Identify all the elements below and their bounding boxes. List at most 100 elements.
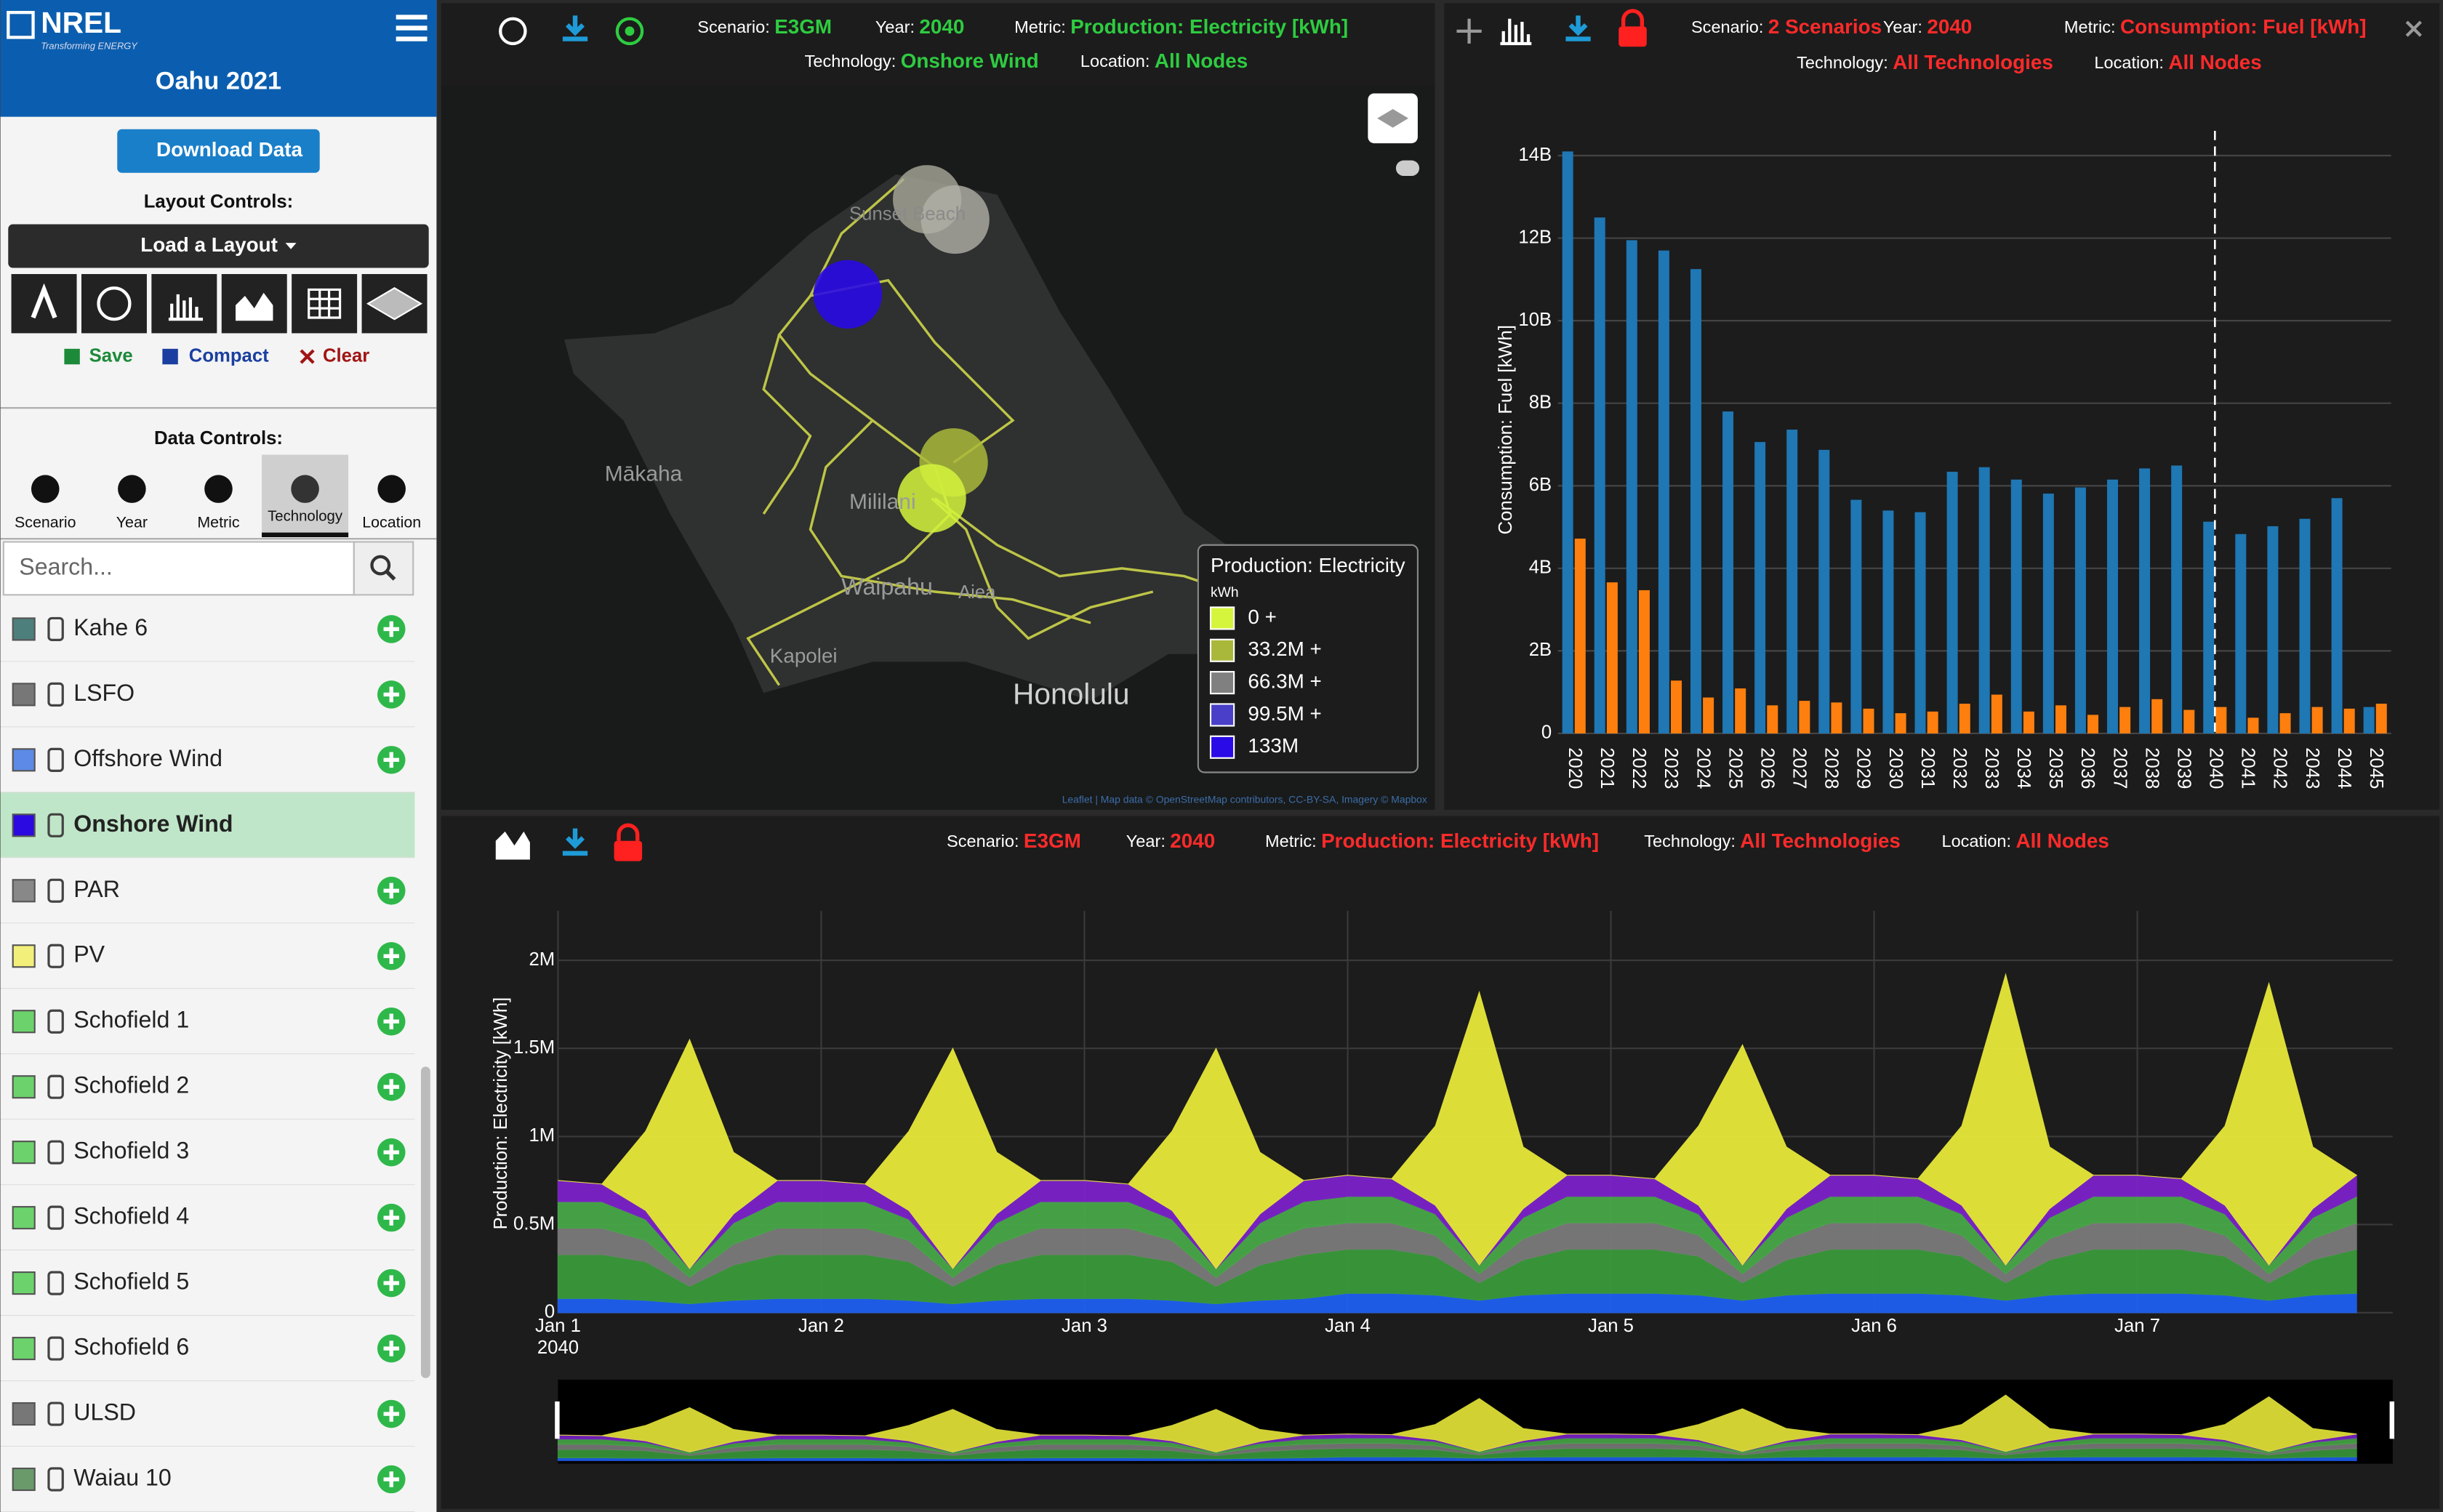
technology-type-icon	[47, 1336, 64, 1361]
layer-icon	[366, 287, 423, 321]
range-handle-left[interactable]	[555, 1401, 560, 1439]
add-icon	[383, 1340, 399, 1356]
compact-button[interactable]: Compact	[189, 345, 269, 366]
search-box[interactable]	[2, 541, 355, 596]
technology-row[interactable]	[0, 1119, 415, 1186]
x-tick-label: 2031	[1917, 747, 1938, 789]
bar-lock-icon[interactable]	[1618, 26, 1647, 47]
technology-name: Onshore Wind	[73, 811, 233, 837]
technology-row[interactable]	[0, 1250, 415, 1316]
technology-row[interactable]	[0, 792, 415, 858]
tab-icon[interactable]	[204, 475, 233, 503]
map-places: Sunset Beach Mākaha Mililani Waipahu Aiea Kap…	[605, 204, 1130, 710]
clear-button[interactable]: Clear	[323, 345, 369, 366]
bar	[1818, 449, 1830, 733]
map-locate-icon[interactable]	[615, 17, 644, 46]
x-tick-label: 2042	[2270, 747, 2290, 789]
bar-download-icon[interactable]	[1565, 15, 1591, 41]
legend-label: 133M	[1248, 734, 1299, 757]
technology-type-icon	[47, 1467, 64, 1492]
legend-swatch	[1209, 735, 1235, 759]
bar	[1703, 697, 1714, 733]
table-widget-button[interactable]	[292, 274, 358, 334]
data-controls-heading: Data Controls:	[154, 428, 283, 449]
map-toggle[interactable]	[1395, 160, 1420, 177]
technology-row[interactable]	[0, 1381, 415, 1447]
y-tick-label: 0	[545, 1302, 555, 1322]
x-tick-label: 2021	[1597, 747, 1617, 789]
tab-icon[interactable]	[291, 475, 319, 503]
technology-swatch	[12, 1402, 36, 1426]
map-node[interactable]	[920, 185, 990, 254]
x-tick-label: 2029	[1853, 747, 1874, 789]
legend-label: 0 +	[1248, 606, 1276, 628]
bar	[1895, 713, 1906, 733]
technology-row[interactable]	[0, 858, 415, 924]
bar-chart: 0 2B 4B 6B 8B 10B 12B 14B Consumption: Fuel [kWh…	[1496, 130, 2391, 789]
technology-row[interactable]	[0, 727, 415, 793]
download-button[interactable]	[117, 129, 320, 173]
tab-label[interactable]: Location	[362, 513, 421, 531]
technology-row[interactable]	[0, 923, 415, 989]
layout-tool-buttons	[11, 274, 428, 334]
tab-icon[interactable]	[31, 475, 60, 503]
legend-swatch	[1209, 606, 1235, 630]
technology-row[interactable]	[0, 1447, 415, 1512]
area-download-icon[interactable]	[562, 828, 588, 856]
technology-name: Offshore Wind	[73, 745, 222, 771]
bar-header: Scenario: 2 Scenarios Year: 2040 Metric: Cons…	[1691, 15, 2367, 73]
technology-swatch	[12, 1206, 36, 1230]
close-icon[interactable]	[2405, 20, 2422, 37]
search-placeholder: Search...	[19, 553, 113, 579]
header-value: 2 Scenarios	[1768, 15, 1882, 38]
app-header	[0, 0, 437, 117]
x-tick-label: 2041	[2238, 747, 2258, 789]
tab-label[interactable]: Scenario	[15, 513, 76, 531]
technology-row[interactable]	[0, 662, 415, 728]
bar	[1882, 510, 1894, 733]
search-button[interactable]	[353, 541, 414, 596]
tab-label[interactable]: Technology	[268, 509, 343, 525]
technology-row[interactable]	[0, 596, 415, 662]
move-icon[interactable]	[1456, 18, 1482, 44]
map-node[interactable]	[897, 464, 966, 533]
bar	[1946, 471, 1958, 733]
technology-swatch	[12, 1467, 36, 1492]
technology-swatch	[12, 1141, 36, 1165]
technology-name: Schofield 6	[73, 1334, 189, 1360]
tab-label[interactable]: Metric	[197, 513, 240, 531]
area-widget-button[interactable]	[221, 274, 287, 334]
header-value: All Nodes	[2015, 829, 2109, 852]
map-node[interactable]	[813, 260, 883, 329]
place-label: Mākaha	[605, 462, 683, 486]
bar	[2139, 468, 2151, 733]
technology-type-icon	[47, 747, 64, 772]
y-tick-label: 6B	[1529, 475, 1552, 495]
technology-row[interactable]	[0, 1185, 415, 1251]
technology-type-icon	[47, 1074, 64, 1099]
technology-swatch	[12, 1075, 36, 1099]
tab-icon[interactable]	[118, 475, 146, 503]
map-attribution: Leaflet | Map data © OpenStreetMap contr…	[1062, 794, 1427, 805]
bar	[2183, 709, 2195, 733]
save-button[interactable]: Save	[89, 345, 133, 366]
technology-name: PV	[73, 941, 105, 968]
tab-label[interactable]: Year	[116, 513, 148, 531]
load-layout-button[interactable]	[8, 224, 429, 268]
map-download-icon[interactable]	[562, 15, 588, 41]
technology-swatch	[12, 1010, 36, 1034]
range-handle-right[interactable]	[2389, 1401, 2395, 1439]
header-label: Metric:	[1265, 832, 1317, 850]
y-axis-label: Production: Electricity [kWh]	[491, 997, 511, 1230]
technology-row[interactable]	[0, 989, 415, 1055]
menu-button[interactable]	[396, 15, 428, 41]
bar	[1799, 701, 1810, 733]
tab-icon[interactable]	[377, 475, 406, 503]
area-lock-icon[interactable]	[614, 840, 643, 861]
tab-active-underline	[262, 532, 349, 538]
bar	[2235, 534, 2247, 733]
text-widget-button[interactable]	[11, 274, 77, 334]
technology-row[interactable]	[0, 1316, 415, 1382]
technology-row[interactable]	[0, 1054, 415, 1120]
map-widget-button[interactable]	[81, 274, 147, 334]
